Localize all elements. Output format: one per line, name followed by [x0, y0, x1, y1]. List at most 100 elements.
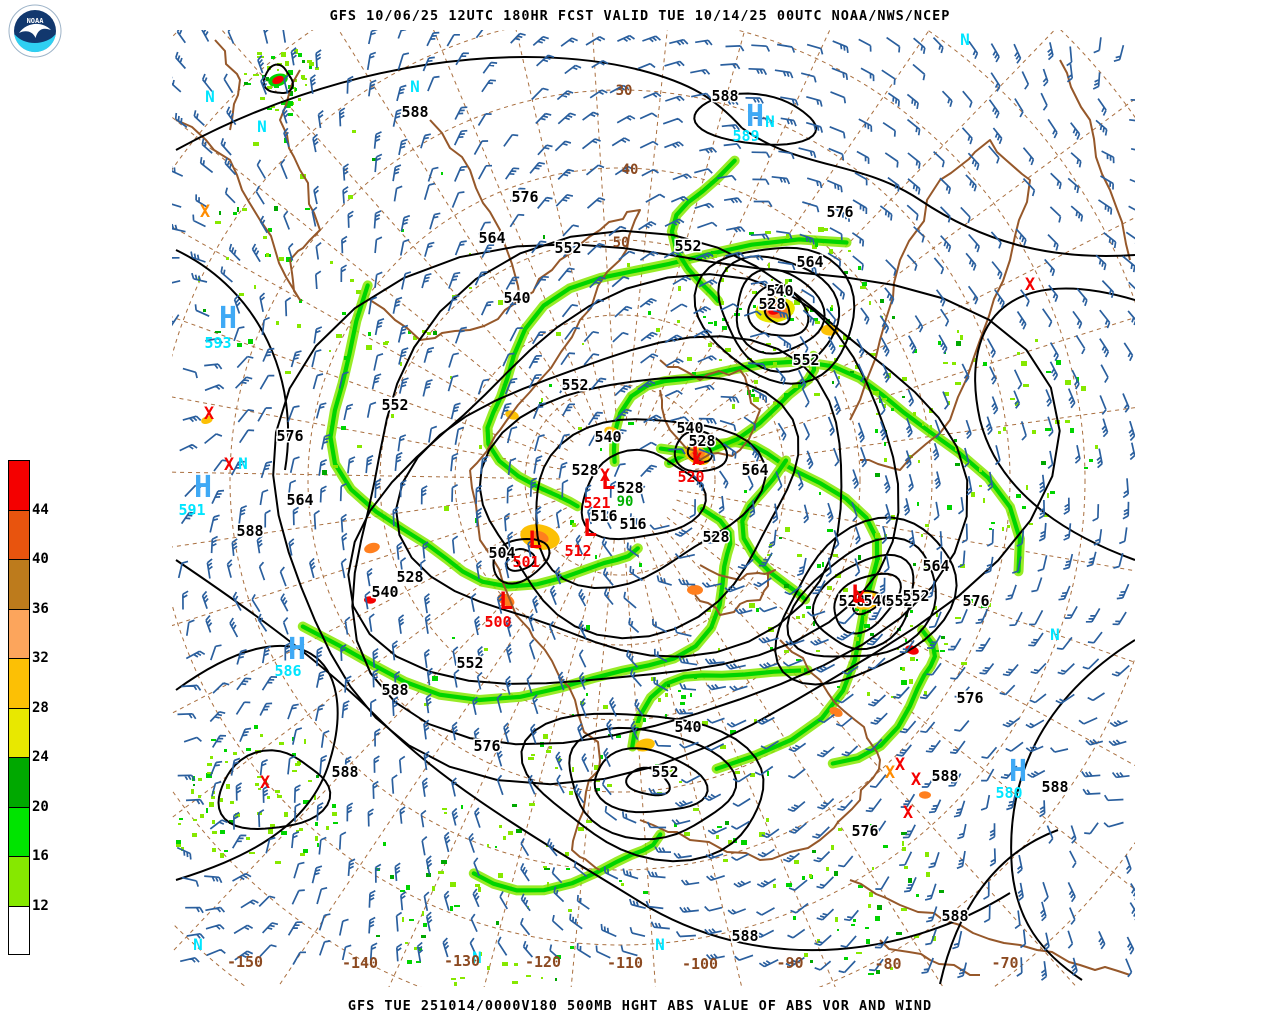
contour-label: 540	[674, 718, 701, 736]
colorbar-label: 36	[32, 600, 49, 617]
colorbar-segment	[8, 509, 30, 559]
low-center: L	[851, 580, 865, 608]
noaa-logo-text: NOAA	[27, 17, 45, 25]
colorbar-label: 20	[32, 798, 49, 815]
low-center: L	[691, 442, 705, 470]
vort-max-x-mark: X	[204, 404, 215, 424]
colorbar-segment	[8, 707, 30, 757]
low-value: 520	[677, 468, 704, 486]
low-value: 521	[583, 494, 610, 512]
contour-label: 552	[651, 763, 678, 781]
colorbar-label: 12	[32, 897, 49, 914]
colorbar-label: 28	[32, 699, 49, 716]
contour-label: 588	[1041, 778, 1068, 796]
colorbar-segment	[8, 806, 30, 856]
contour-label: 552	[456, 654, 483, 672]
contour-label: 528	[702, 528, 729, 546]
latitude-label: 40	[622, 162, 639, 178]
contour-label: 588	[236, 522, 263, 540]
vort-max-x-mark: X	[260, 773, 271, 793]
contour-label: 552	[674, 237, 701, 255]
longitude-label: -80	[874, 955, 901, 973]
low-center: L	[601, 467, 615, 495]
contour-label: 528	[571, 461, 598, 479]
vort-max-x-mark: X	[600, 466, 611, 486]
n-mark: N	[238, 454, 248, 473]
contour-label: 564	[796, 253, 823, 271]
colorbar-label: 40	[32, 551, 49, 567]
n-mark: N	[472, 948, 482, 967]
contour-label: 588	[331, 763, 358, 781]
n-mark: N	[410, 77, 420, 96]
high-value: 580	[995, 784, 1022, 802]
contour-label: 576	[826, 203, 853, 221]
contour-label: 576	[473, 737, 500, 755]
contour-label: 528	[688, 432, 715, 450]
colorbar-label: 32	[32, 650, 49, 666]
longitude-label: -90	[776, 954, 803, 972]
colorbar-segment	[8, 757, 30, 807]
latitude-label: 30	[616, 83, 633, 99]
contour-label: 552	[561, 376, 588, 394]
colorbar-segment	[8, 856, 30, 906]
contour-label: 552	[885, 592, 912, 610]
page-title: GFS 10/06/25 12UTC 180HR FCST VALID TUE …	[329, 8, 951, 24]
contour-label: 528	[838, 592, 865, 610]
contour-label: 540	[503, 289, 530, 307]
contour-label: 504	[488, 544, 515, 562]
vort-max-x-mark: X	[903, 803, 914, 823]
high-center: H	[1009, 754, 1027, 789]
n-mark: N	[205, 87, 215, 106]
n-mark: N	[960, 30, 970, 49]
wind-barbs	[172, 30, 1135, 981]
contour-label: 528	[616, 479, 643, 497]
contour-label: 528	[396, 568, 423, 586]
colorbar-label: 24	[32, 749, 49, 765]
vort-max-x-mark: X	[692, 450, 703, 470]
high-center: H	[219, 301, 237, 336]
vort-max-x-mark: X	[224, 455, 235, 475]
contour-label: 516	[590, 507, 617, 525]
high-center: H	[288, 632, 306, 667]
contour-label: 552	[902, 587, 929, 605]
high-value: 586	[274, 662, 301, 680]
high-center: H	[194, 470, 212, 505]
longitude-label: -70	[991, 954, 1018, 972]
contour-label: 528	[758, 295, 785, 313]
low-value: 512	[564, 542, 591, 560]
colorbar-segment	[8, 658, 30, 708]
colorbar-label: 44	[32, 501, 49, 518]
noaa-logo-gull-icon	[19, 23, 51, 38]
height-contours	[175, 56, 1135, 985]
n-mark: N	[1050, 625, 1060, 644]
colorbar-segment	[8, 905, 30, 955]
contour-label: 588	[731, 927, 758, 945]
contour-label: 564	[922, 557, 949, 575]
high-value: 591	[178, 501, 205, 519]
footer-title: GFS TUE 251014/0000V180 500MB HGHT ABS V…	[347, 998, 933, 1014]
low-value: 500	[484, 613, 511, 631]
misc-label: 90	[617, 494, 634, 510]
low-center: L	[583, 514, 597, 542]
contour-label: 576	[276, 427, 303, 445]
low-value: 501	[512, 553, 539, 571]
noaa-logo: NOAA	[8, 4, 62, 58]
colorbar-segment	[8, 559, 30, 609]
contour-label: 588	[381, 681, 408, 699]
contour-label: 540	[371, 583, 398, 601]
vort-max-x-mark-orange: X	[885, 763, 896, 783]
n-mark: N	[257, 117, 267, 136]
low-center: L	[499, 587, 513, 615]
longitude-label: -130	[444, 952, 480, 970]
contour-label: 552	[792, 351, 819, 369]
contour-label: 576	[956, 689, 983, 707]
contour-label: 576	[962, 592, 989, 610]
contour-label: 564	[286, 491, 313, 509]
n-mark: N	[193, 935, 203, 954]
contour-label: 564	[478, 229, 505, 247]
contour-label: 588	[401, 103, 428, 121]
low-center: L	[528, 526, 542, 554]
